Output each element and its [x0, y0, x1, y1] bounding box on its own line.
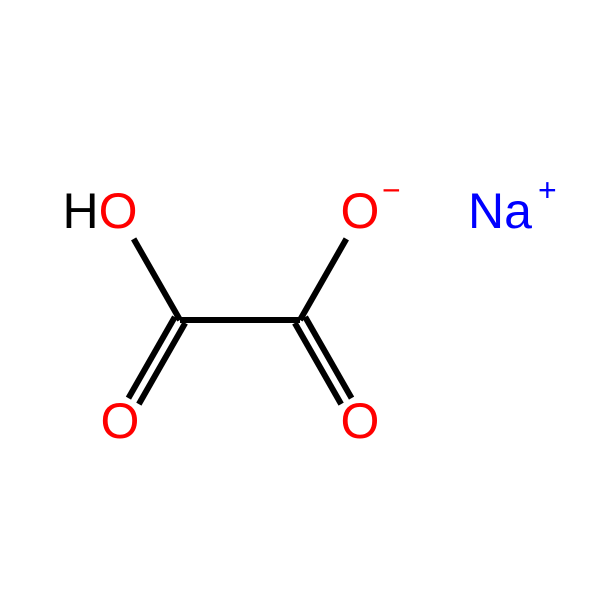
charge-label: − — [382, 172, 401, 208]
atom-label: O — [341, 183, 380, 239]
atom-o: O — [101, 393, 140, 449]
atom-o: HO — [62, 183, 137, 239]
chemical-structure-diagram: HOOO−ONa+ — [0, 0, 600, 600]
atom-label: O — [101, 393, 140, 449]
bond-single — [300, 239, 346, 320]
atom-label: O — [341, 393, 380, 449]
atom-label: HO — [62, 183, 137, 239]
atom-label: Na — [468, 183, 532, 239]
bond-single — [134, 239, 180, 320]
charge-label: + — [538, 172, 557, 208]
atom-o: O− — [341, 172, 401, 239]
atom-o: O — [341, 393, 380, 449]
atom-na: Na+ — [468, 172, 557, 239]
